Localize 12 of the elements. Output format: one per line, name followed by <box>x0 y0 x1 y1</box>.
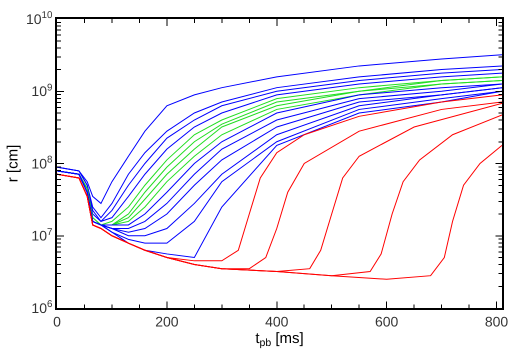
y-axis-title: r [cm] <box>4 144 22 182</box>
x-tick-label: 600 <box>374 314 399 330</box>
y-tick-label: 10$^{9}$ <box>31 82 52 100</box>
x-axis-title: t$_{pb}$ [ms] <box>255 330 304 350</box>
y-tick-label: 10$^{10}$ <box>26 10 53 27</box>
x-tick-label: 200 <box>155 314 179 330</box>
y-tick-label: 10$^{6}$ <box>31 299 53 316</box>
y-tick-label: 10$^{8}$ <box>31 154 53 172</box>
x-tick-label: 800 <box>484 314 508 330</box>
x-tick-label: 0 <box>53 314 62 330</box>
x-tick-label: 400 <box>265 314 289 330</box>
y-tick-label: 10$^{7}$ <box>31 226 52 244</box>
